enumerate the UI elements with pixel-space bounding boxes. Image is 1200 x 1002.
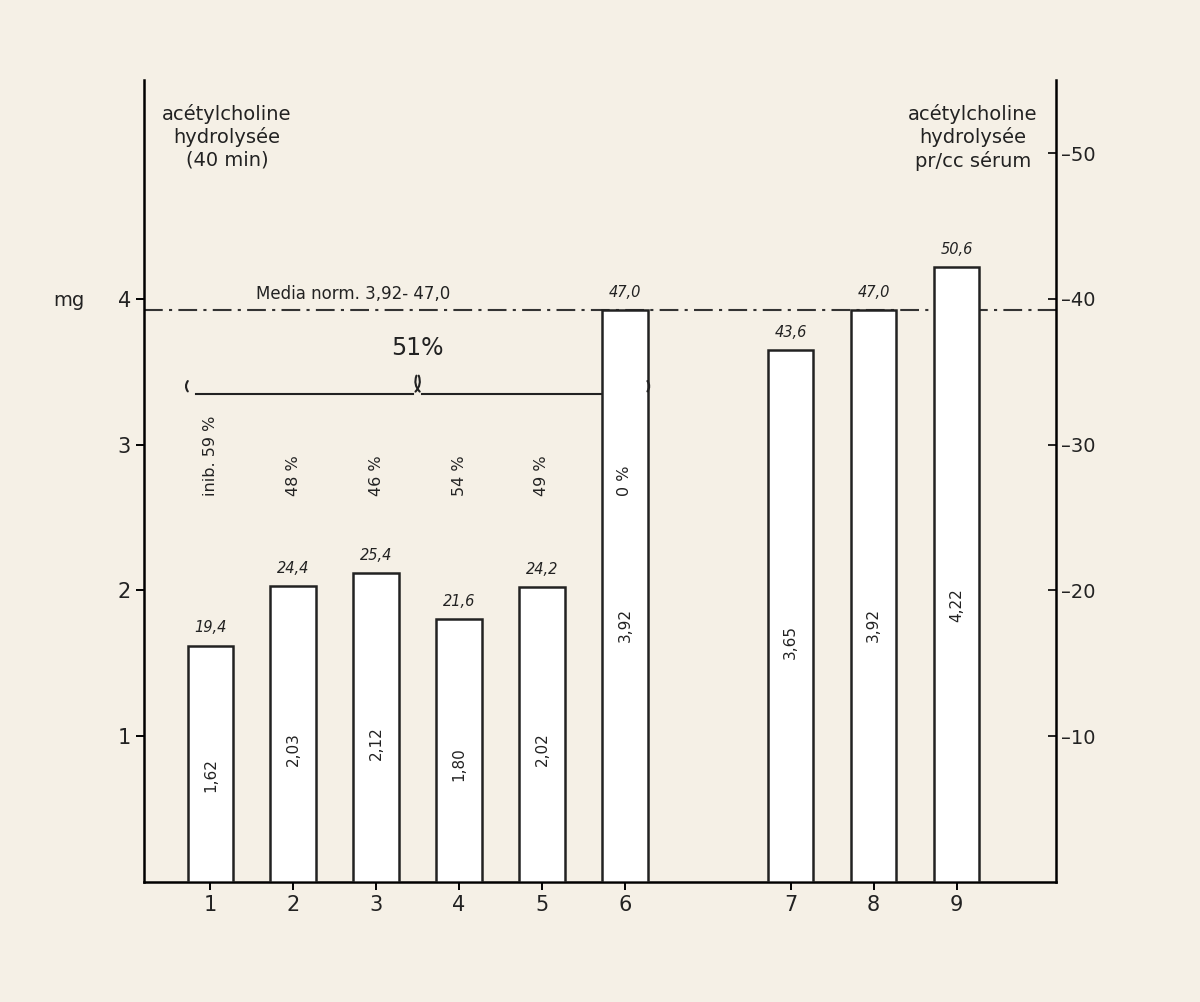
Text: 48 %: 48 % (286, 455, 301, 496)
Text: 25,4: 25,4 (360, 547, 392, 562)
Text: 19,4: 19,4 (194, 620, 227, 635)
Text: 47,0: 47,0 (608, 286, 641, 301)
Text: inib. 59 %: inib. 59 % (203, 415, 218, 496)
Text: mg: mg (54, 292, 85, 310)
Text: 43,6: 43,6 (774, 325, 806, 340)
Text: 24,2: 24,2 (526, 562, 558, 577)
Bar (520, 587, 565, 882)
Text: acétylcholine
hydrolysée
(40 min): acétylcholine hydrolysée (40 min) (162, 104, 292, 169)
Text: 2,12: 2,12 (368, 725, 384, 760)
Bar (187, 645, 233, 882)
Bar (437, 619, 482, 882)
Text: 0 %: 0 % (617, 465, 632, 496)
Text: 1,80: 1,80 (451, 746, 467, 781)
Bar (270, 586, 316, 882)
Text: 1,62: 1,62 (203, 759, 218, 793)
Text: 54 %: 54 % (451, 455, 467, 496)
Text: 3,92: 3,92 (866, 607, 881, 641)
Text: 46 %: 46 % (368, 455, 384, 496)
Text: 2,02: 2,02 (534, 732, 550, 767)
Bar (353, 573, 398, 882)
Text: 47,0: 47,0 (858, 286, 889, 301)
Text: 3,92: 3,92 (617, 607, 632, 641)
Text: 50,6: 50,6 (941, 241, 973, 257)
Bar (768, 350, 814, 882)
Text: 49 %: 49 % (534, 455, 550, 496)
Text: acétylcholine
hydrolysée
pr/cc sérum: acétylcholine hydrolysée pr/cc sérum (908, 104, 1038, 170)
Bar (602, 311, 648, 882)
Text: 2,03: 2,03 (286, 731, 301, 766)
Text: 3,65: 3,65 (784, 625, 798, 659)
Text: 24,4: 24,4 (277, 561, 310, 576)
Bar (934, 267, 979, 882)
Bar (851, 311, 896, 882)
Text: Media norm. 3,92- 47,0: Media norm. 3,92- 47,0 (256, 286, 450, 304)
Text: 51%: 51% (391, 336, 444, 360)
Text: 4,22: 4,22 (949, 588, 964, 622)
Text: 21,6: 21,6 (443, 594, 475, 609)
